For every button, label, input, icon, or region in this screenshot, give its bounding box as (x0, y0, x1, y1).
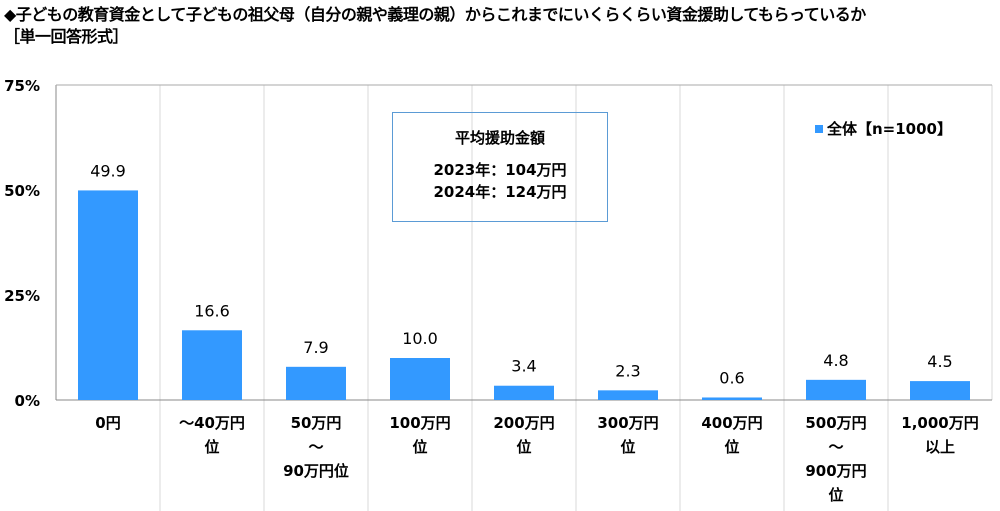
x-tick-label: 900万円 (805, 462, 866, 480)
x-tick-label: 位 (516, 438, 531, 456)
x-tick-label: 90万円位 (283, 462, 349, 480)
data-label: 2.3 (615, 361, 640, 380)
x-tick-label: 位 (204, 438, 219, 456)
bar (182, 330, 242, 400)
subtitle-line: ［単一回答形式］ (4, 27, 129, 46)
y-tick-label: 50% (4, 182, 40, 200)
average-amount-box: 平均援助金額 2023年：104万円 2024年：124万円 (392, 112, 608, 222)
data-label: 3.4 (511, 357, 536, 376)
x-tick-label: ～ (828, 438, 843, 456)
data-label: 49.9 (90, 161, 126, 180)
note-line: 2023年：104万円 (433, 161, 567, 179)
legend-label: 全体【n=1000】 (827, 120, 952, 138)
x-tick-label: 100万円 (389, 414, 450, 432)
chart-title: ◆子どもの教育資金として子どもの祖父母（自分の親や義理の親）からこれまでにいくら… (4, 4, 866, 48)
bar (910, 381, 970, 400)
bar (78, 190, 138, 400)
title-line: ◆子どもの教育資金として子どもの祖父母（自分の親や義理の親）からこれまでにいくら… (4, 5, 866, 24)
x-tick-label: 1,000万円 (901, 414, 978, 432)
data-label: 4.8 (823, 351, 848, 370)
legend: 全体【n=1000】 (815, 118, 952, 139)
bar (286, 366, 346, 400)
x-tick-label: 50万円 (291, 414, 342, 432)
x-tick-label: 300万円 (597, 414, 658, 432)
bar (702, 397, 762, 400)
x-tick-label: 0円 (95, 414, 120, 432)
x-tick-label: 位 (828, 486, 843, 504)
data-label: 10.0 (402, 329, 438, 348)
x-tick-label: 500万円 (805, 414, 866, 432)
bar (806, 379, 866, 400)
x-tick-label: 位 (724, 438, 739, 456)
data-label: 4.5 (927, 352, 952, 371)
x-tick-label: 以上 (925, 438, 955, 456)
x-tick-label: ～40万円 (179, 414, 245, 432)
x-tick-label: 400万円 (701, 414, 762, 432)
data-label: 7.9 (303, 338, 328, 357)
x-tick-label: ～ (308, 438, 323, 456)
data-label: 0.6 (719, 368, 744, 387)
x-tick-label: 位 (620, 438, 635, 456)
note-heading: 平均援助金額 (454, 129, 545, 147)
y-tick-label: 0% (15, 392, 40, 410)
y-tick-label: 25% (4, 287, 40, 305)
bar (494, 385, 554, 400)
data-label: 16.6 (194, 301, 230, 320)
x-tick-label: 200万円 (493, 414, 554, 432)
x-tick-label: 位 (412, 438, 427, 456)
legend-swatch (815, 124, 823, 133)
y-tick-label: 75% (4, 77, 40, 95)
bar (598, 390, 658, 400)
note-line: 2024年：124万円 (433, 183, 567, 201)
bar (390, 358, 450, 400)
